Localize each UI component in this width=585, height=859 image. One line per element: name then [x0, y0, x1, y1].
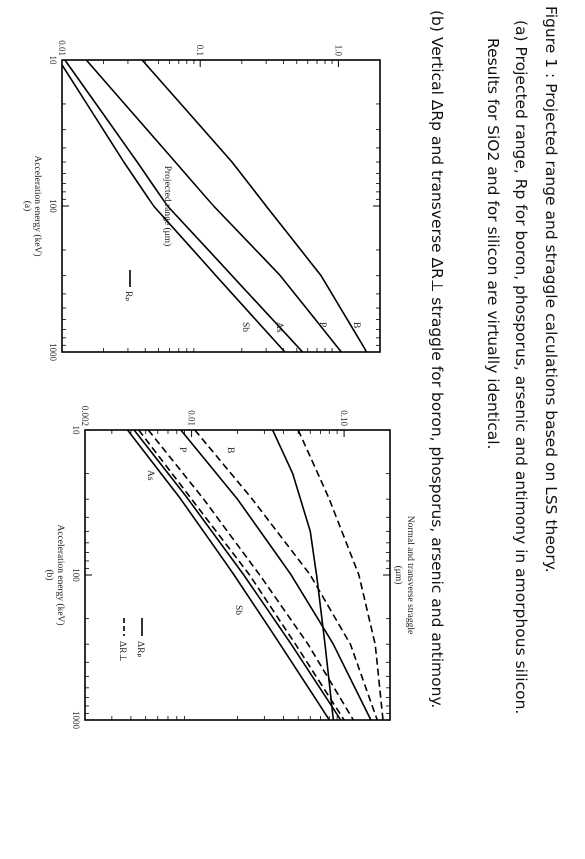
- caption-item-a-line2: Results for SiO2 and for silicon are vir…: [484, 38, 502, 449]
- x-tick-label: 1000: [71, 711, 81, 730]
- y-tick-label: 0.002: [80, 406, 90, 426]
- series-line-p: [85, 60, 343, 352]
- legend-label-drp: ΔRₚ: [135, 641, 145, 658]
- y-tick-label: 0.1: [195, 45, 205, 56]
- legend-a: Rₚ: [123, 270, 133, 301]
- series-group-b: B P As Sb: [126, 430, 384, 720]
- x-ticks-a: 10 100 1000: [48, 56, 380, 362]
- y-axis-label-b: Normal and transverse straggle: [405, 516, 415, 634]
- series-line-b-transverse: [297, 430, 384, 720]
- figure-caption: Figure 1 : Projected range and straggle …: [428, 6, 560, 714]
- x-tick-label: 100: [71, 568, 81, 582]
- x-tick-label: 100: [48, 199, 58, 213]
- series-line-b: [271, 430, 335, 720]
- y-ticks-a: 0.01 0.1 1.0: [57, 40, 343, 352]
- legend-b: ΔRₚ ΔR⊥: [117, 618, 145, 662]
- series-line-as: [133, 430, 342, 720]
- series-line-as: [64, 60, 304, 352]
- x-axis-label-b: Acceleration energy (keV): [55, 524, 66, 625]
- series-label-b: B: [225, 447, 235, 453]
- series-label-sb: Sb: [233, 605, 243, 615]
- panel-label-a: (a): [22, 201, 33, 212]
- series-line-sb: [62, 63, 286, 352]
- series-line-sb-transverse: [138, 430, 345, 720]
- series-label-as: As: [145, 470, 155, 481]
- y-axis-unit-b: (μm): [393, 566, 404, 585]
- series-line-as-transverse: [147, 430, 355, 720]
- chart-panel-b: Normal and transverse straggle (μm) 0.00…: [44, 406, 415, 730]
- chart-panel-a: Projected range (μm) 0.01 0.1 1.0 10100100…: [22, 40, 381, 362]
- series-line-b: [141, 60, 368, 352]
- caption-item-a-line1: (a) Projected range, Rp for boron, phosp…: [512, 20, 530, 714]
- x-tick-label: 10: [71, 426, 81, 436]
- x-ticks-b: 10 100 1000: [71, 426, 390, 730]
- series-label-p: P: [177, 447, 187, 452]
- plot-frame-b: [84, 429, 391, 721]
- x-axis-label-a: Acceleration energy (keV): [32, 155, 43, 256]
- series-label-sb: Sb: [240, 322, 250, 332]
- series-label-p: P: [317, 322, 327, 327]
- panel-label-b: (b): [44, 569, 55, 580]
- x-tick-label: 10: [48, 56, 58, 66]
- y-tick-label: 0.10: [339, 410, 349, 426]
- series-line-p-transverse: [194, 430, 379, 720]
- series-label-as: As: [274, 322, 284, 333]
- series-line-sb: [126, 430, 331, 720]
- legend-label-drperp: ΔR⊥: [117, 641, 127, 662]
- legend-label-rp: Rₚ: [123, 291, 133, 301]
- caption-item-b: (b) Vertical ΔRp and transverse ΔR⊥ stra…: [428, 10, 446, 708]
- y-tick-label: 0.01: [57, 40, 67, 56]
- series-label-b: B: [351, 322, 361, 328]
- series-group-a: B P As Sb: [62, 60, 368, 352]
- series-line-p: [180, 430, 372, 720]
- y-tick-label: 1.0: [333, 45, 343, 57]
- y-ticks-b: 0.002 0.01 0.10: [80, 406, 349, 720]
- y-tick-label: 0.01: [187, 410, 197, 426]
- plot-frame-a: [61, 59, 381, 353]
- x-tick-label: 1000: [48, 343, 58, 362]
- caption-title: Figure 1 : Projected range and straggle …: [542, 6, 560, 573]
